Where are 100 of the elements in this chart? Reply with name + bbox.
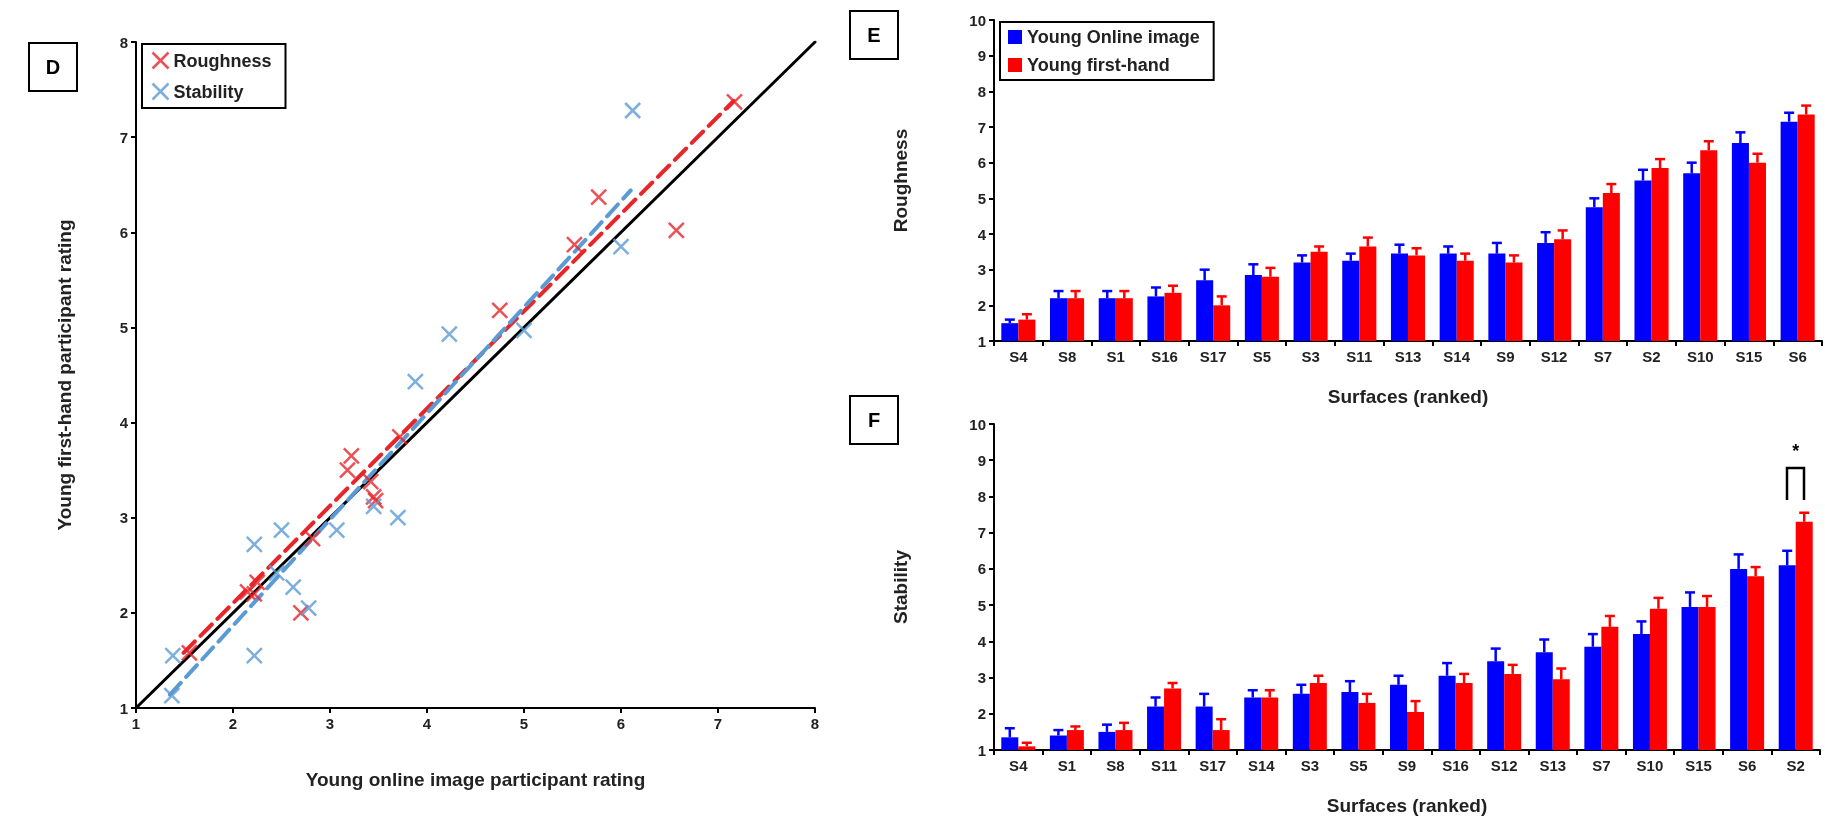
x-tick-label: 8 (810, 715, 820, 732)
x-tick-label: S15 (1685, 757, 1712, 774)
point (364, 497, 383, 516)
y-tick-label: 5 (977, 189, 986, 207)
y-tick-label: 4 (119, 414, 129, 432)
x-axis-title: Young online image participant rating (305, 769, 646, 790)
y-tick-label: 6 (977, 154, 986, 172)
legend-label: Young Online image (1027, 27, 1200, 47)
y-tick-label: 4 (977, 225, 987, 243)
point (164, 646, 182, 665)
x-tick-label: 3 (325, 715, 335, 732)
y-tick-label: 8 (119, 33, 128, 51)
x-axis-title: Surfaces (ranked) (1326, 795, 1488, 816)
x-tick-label: S13 (1394, 348, 1422, 365)
y-tick-label: 6 (119, 223, 128, 241)
legend-label: Roughness (173, 50, 272, 71)
x-tick-label: S7 (1592, 757, 1611, 774)
x-tick-label: S17 (1199, 757, 1226, 774)
legend-label: Stability (173, 81, 244, 102)
y-tick-label: 6 (977, 560, 986, 578)
y-tick-label: 5 (119, 318, 128, 336)
y-tick-label: 9 (977, 451, 986, 469)
point (623, 101, 642, 120)
x-tick-label: S14 (1247, 757, 1276, 774)
y-tick-label: 10 (969, 415, 986, 433)
x-tick-label: S15 (1735, 348, 1763, 365)
y-tick-label: 9 (977, 47, 986, 65)
point (303, 529, 322, 548)
point (612, 237, 630, 256)
x-tick-label: S4 (1009, 348, 1029, 365)
point (589, 188, 608, 206)
y-tick-label: 1 (119, 699, 128, 717)
x-tick-label: 7 (713, 715, 723, 732)
point (667, 221, 686, 240)
point (245, 535, 264, 554)
point (565, 235, 584, 254)
text: E (867, 24, 881, 46)
y-tick-label: 8 (977, 82, 986, 100)
x-tick-label: S14 (1443, 348, 1471, 365)
y-tick-label: 8 (977, 487, 986, 505)
y-tick-label: 2 (977, 296, 986, 314)
x-tick-label: S4 (1009, 757, 1029, 774)
point (284, 578, 302, 596)
point (389, 508, 407, 527)
x-tick-label: S10 (1686, 348, 1714, 365)
x-tick-label: S3 (1300, 757, 1319, 774)
x-tick-label: S17 (1199, 348, 1227, 365)
y-tick-label: 7 (977, 524, 986, 542)
x-tick-label: S5 (1349, 757, 1368, 774)
y-axis-title: Roughness (890, 128, 911, 233)
x-tick-label: S1 (1057, 757, 1077, 774)
point (328, 521, 346, 539)
point (391, 428, 409, 446)
x-tick-label: S1 (1106, 348, 1125, 365)
point (299, 599, 318, 617)
y-tick-label: 1 (977, 332, 986, 350)
point (725, 93, 744, 111)
x-tick-label: S3 (1301, 348, 1320, 365)
x-tick-label: 1 (131, 715, 141, 732)
y-axis-title: Stability (890, 549, 911, 624)
x-tick-label: S9 (1397, 757, 1417, 774)
x-tick-label: S16 (1442, 757, 1469, 774)
legend-label: Young first-hand (1027, 55, 1170, 75)
x-tick-label: S5 (1252, 348, 1272, 365)
point (248, 573, 266, 592)
y-tick-label: 4 (977, 632, 987, 650)
y-tick-label: 3 (977, 261, 986, 279)
x-axis-title: Surfaces (ranked) (1327, 386, 1489, 407)
x-tick-label: 6 (616, 715, 626, 732)
x-tick-label: S12 (1540, 348, 1568, 365)
point (491, 301, 509, 320)
point (245, 646, 264, 665)
y-tick-label: 7 (119, 128, 128, 146)
x-tick-label: S13 (1539, 757, 1567, 774)
point (272, 521, 291, 539)
x-tick-label: S9 (1496, 348, 1515, 365)
y-tick-label: 7 (977, 118, 986, 136)
y-tick-label: 1 (977, 741, 986, 759)
text: F (867, 409, 881, 431)
x-tick-label: 2 (228, 715, 238, 732)
x-tick-label: S10 (1636, 757, 1664, 774)
x-tick-label: S7 (1593, 348, 1612, 365)
x-tick-label: S11 (1346, 348, 1373, 365)
x-tick-label: S8 (1057, 348, 1077, 365)
y-tick-label: 10 (969, 11, 986, 29)
point (440, 325, 459, 343)
x-tick-label: S8 (1106, 757, 1125, 774)
point (515, 321, 533, 340)
x-tick-label: S2 (1642, 348, 1661, 365)
x-tick-label: 4 (422, 715, 432, 732)
point (406, 372, 425, 391)
y-tick-label: 5 (977, 596, 986, 614)
y-tick-label: 3 (119, 509, 128, 527)
point (267, 564, 286, 582)
point (238, 583, 257, 601)
x-tick-label: S16 (1151, 348, 1178, 365)
text: D (45, 56, 61, 78)
point (163, 686, 181, 705)
annotation: * (1792, 441, 1800, 461)
y-axis-title: Young first-hand participant rating (54, 219, 75, 531)
